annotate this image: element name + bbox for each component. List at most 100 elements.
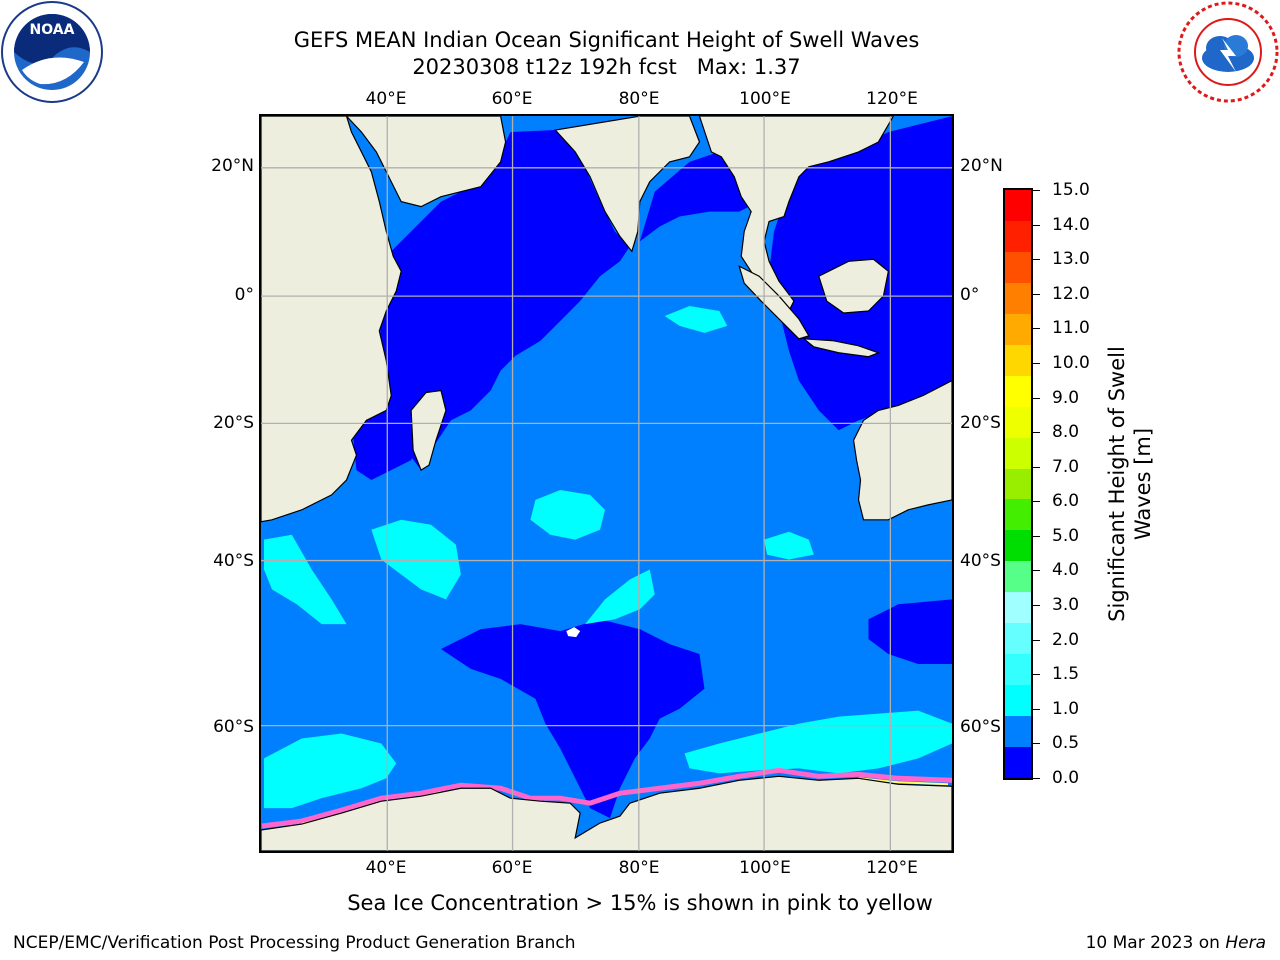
nws-logo	[1177, 1, 1279, 103]
lat-tick-right-20n: 20°N	[960, 156, 1003, 176]
colorbar-segment	[1005, 529, 1031, 562]
chart-subtitle: 20230308 t12z 192h fcst Max: 1.37	[412, 55, 801, 79]
swell-region-mid-4	[263, 534, 347, 625]
footer-date: 10 Mar 2023 on Hera	[1086, 932, 1266, 954]
colorbar-title-line1: Significant Height of Swell	[1105, 346, 1129, 622]
swell-region-mid-3	[371, 519, 461, 600]
colorbar-tick-label: 3.0	[1052, 595, 1080, 616]
lon-tick-bottom-120e: 120°E	[866, 858, 918, 878]
lat-tick-right-20s: 20°S	[960, 413, 1001, 433]
colorbar-tick-mark	[1033, 778, 1040, 779]
lon-tick-top-40e: 40°E	[365, 89, 407, 109]
lon-tick-top-60e: 60°E	[491, 89, 533, 109]
swell-region-mid-6	[764, 531, 814, 560]
noaa-logo: NOAA	[1, 1, 103, 103]
land-india	[554, 116, 701, 253]
land-sumatra	[738, 265, 810, 340]
colorbar-segment	[1005, 344, 1031, 376]
colorbar-tick-label: 0.5	[1052, 733, 1080, 754]
colorbar-segment	[1005, 251, 1031, 283]
nodata-spot	[566, 627, 581, 638]
chart-title: GEFS MEAN Indian Ocean Significant Heigh…	[293, 28, 920, 52]
footer-host: Hera	[1225, 933, 1266, 953]
colorbar-tick-label: 15.0	[1052, 180, 1090, 200]
sea-ice-band	[261, 767, 952, 829]
swell-region-mid-2	[530, 489, 606, 540]
colorbar-segment	[1005, 406, 1031, 438]
colorbar-tick-label: 9.0	[1052, 387, 1080, 408]
colorbar-segment	[1005, 282, 1031, 314]
lat-tick-right-40s: 40°S	[960, 551, 1001, 571]
colorbar-tick-label: 14.0	[1052, 214, 1090, 235]
colorbar-tick-mark	[1033, 466, 1040, 468]
colorbar-tick-label: 11.0	[1052, 318, 1090, 339]
swell-region-mid-8	[684, 710, 952, 774]
colorbar-tick-label: 1.0	[1052, 698, 1080, 719]
colorbar-tick-label: 1.5	[1052, 664, 1080, 685]
map-plot-area[interactable]	[259, 114, 954, 853]
lon-tick-bottom-40e: 40°E	[365, 858, 407, 878]
lon-tick-bottom-80e: 80°E	[618, 858, 660, 878]
lat-tick-left-20s: 20°S	[213, 413, 254, 433]
lat-tick-right-0: 0°	[960, 285, 980, 305]
colorbar-tick-label: 0.0	[1052, 768, 1080, 788]
colorbar-tick-label: 2.0	[1052, 629, 1080, 650]
land-africa	[261, 116, 402, 523]
land-australia	[852, 379, 952, 521]
colorbar-tick-label: 13.0	[1052, 249, 1090, 270]
lat-tick-left-60s: 60°S	[213, 717, 254, 737]
colorbar-tick-mark	[1033, 674, 1040, 676]
colorbar-tick-mark	[1033, 190, 1040, 191]
colorbar-title-line2: Waves [m]	[1131, 427, 1155, 541]
swell-region-low-arabian-sea	[379, 130, 630, 471]
lat-tick-right-60s: 60°S	[960, 717, 1001, 737]
footer-credit: NCEP/EMC/Verification Post Processing Pr…	[13, 933, 576, 953]
colorbar-tick-mark	[1033, 501, 1040, 503]
map-canvas	[261, 116, 952, 851]
swell-region-mid-1	[664, 306, 728, 333]
graticule	[261, 116, 952, 851]
colorbar-tick-label: 6.0	[1052, 491, 1080, 512]
colorbar-tick-mark	[1033, 605, 1040, 607]
colorbar-segment	[1005, 190, 1031, 221]
colorbar-tick-mark	[1033, 743, 1040, 745]
lat-tick-left-0: 0°	[234, 285, 254, 305]
colorbar-tick-mark	[1033, 535, 1040, 537]
noaa-logo-text: NOAA	[30, 22, 75, 38]
colorbar-segment	[1005, 715, 1031, 748]
land-madagascar	[410, 389, 447, 471]
colorbar-tick-mark	[1033, 328, 1040, 330]
colorbar-tick-label: 10.0	[1052, 352, 1090, 373]
colorbar-segment	[1005, 220, 1031, 252]
land-antarctica	[261, 775, 952, 851]
colorbar-segment	[1005, 313, 1031, 345]
land-java	[802, 338, 881, 358]
lon-tick-top-80e: 80°E	[618, 89, 660, 109]
colorbar-tick-mark	[1033, 259, 1040, 261]
colorbar-segment	[1005, 622, 1031, 655]
footer-date-text: 10 Mar 2023 on	[1085, 933, 1226, 953]
lat-tick-left-20n: 20°N	[211, 156, 254, 176]
colorbar-segment	[1005, 436, 1031, 469]
colorbar-tick-label: 5.0	[1052, 525, 1080, 546]
colorbar-tick-label: 7.0	[1052, 456, 1080, 477]
lon-tick-top-100e: 100°E	[739, 89, 791, 109]
colorbar-tick-mark	[1033, 293, 1040, 295]
colorbar-segment	[1005, 560, 1031, 593]
land-southeast-asia	[698, 116, 895, 312]
colorbar-segment	[1005, 498, 1031, 531]
colorbar-tick-mark	[1033, 708, 1040, 710]
colorbar-tick-mark	[1033, 397, 1040, 399]
swell-region-mid-7	[263, 733, 397, 809]
lon-tick-bottom-100e: 100°E	[739, 858, 791, 878]
colorbar	[1003, 188, 1033, 780]
swell-region-low-bay-of-bengal	[639, 151, 760, 242]
colorbar-tick-mark	[1033, 570, 1040, 572]
lon-tick-bottom-60e: 60°E	[491, 858, 533, 878]
colorbar-segment	[1005, 375, 1031, 407]
colorbar-tick-mark	[1033, 432, 1040, 434]
swell-region-mid-5	[585, 569, 655, 625]
sea-ice-note: Sea Ice Concentration > 15% is shown in …	[347, 891, 933, 915]
colorbar-tick-label: 12.0	[1052, 283, 1090, 304]
colorbar-tick-mark	[1033, 639, 1040, 641]
